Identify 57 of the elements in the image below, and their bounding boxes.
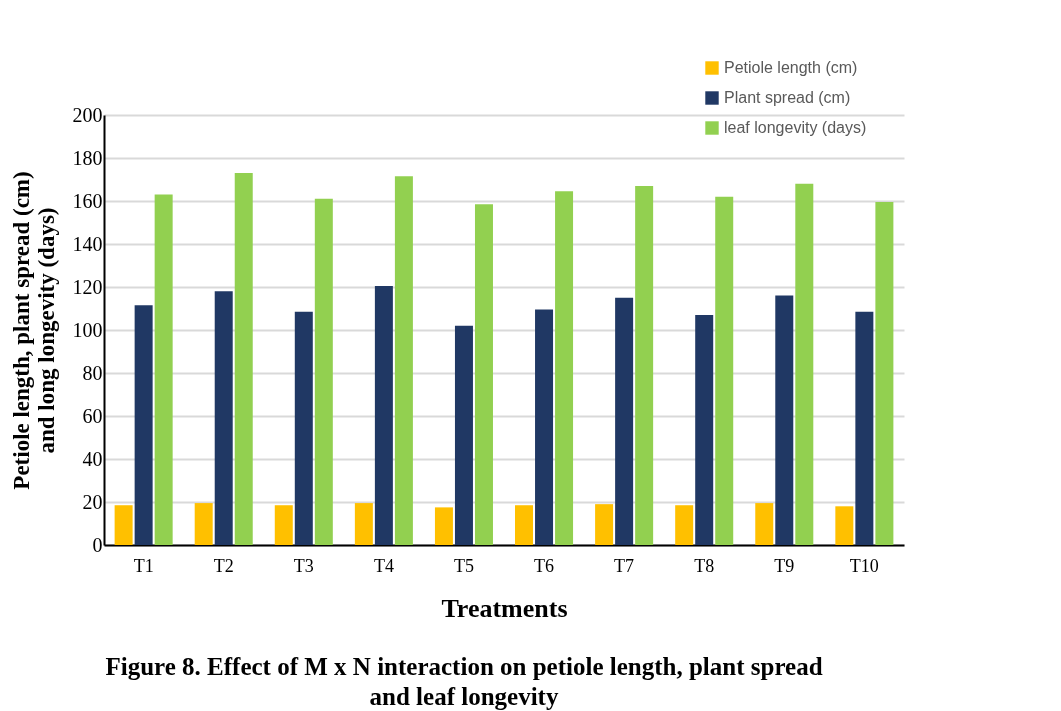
x-tick-label: T3 [293,555,314,576]
x-tick-label: T5 [453,555,474,576]
y-tick-label: 120 [72,275,103,298]
x-tick-label: T1 [133,555,154,576]
bar [615,297,634,545]
bar [515,505,534,545]
bar [595,504,614,545]
bar [314,198,333,545]
bar [795,183,814,545]
y-tick-label: 160 [72,189,103,212]
bar [775,295,794,545]
y-tick-label: 200 [72,103,103,126]
y-tick-label: 140 [72,232,103,255]
y-tick-label: 60 [82,404,103,427]
y-axis-title: Petiole length, plant spread (cm) and long longevity (days) [8,171,59,490]
bar [294,311,313,545]
x-tick-label: T10 [849,555,879,576]
legend-label: leaf longevity (days) [724,119,867,136]
x-tick-label: T2 [213,555,234,576]
legend-label: Petiole length (cm) [724,59,858,76]
bar [134,305,153,545]
x-tick-label: T4 [373,555,394,576]
bar [755,503,774,545]
y-tick-label: 20 [82,490,103,513]
y-tick-label: 180 [72,146,103,169]
bar [555,191,574,545]
bar [875,202,894,545]
bar [715,196,734,545]
legend-label: Plant spread (cm) [724,89,851,106]
bar [675,505,694,545]
bar [695,314,714,545]
bar [394,176,413,545]
bar [374,285,393,545]
bar [114,505,133,545]
bar [454,325,473,545]
x-tick-label: T7 [614,555,635,576]
bar [274,505,293,545]
bar [354,503,373,545]
x-axis-title: Treatments [441,593,568,623]
bar [474,204,493,545]
bar [434,507,453,545]
bar [855,311,874,545]
bar [635,185,654,545]
x-tick-label: T8 [694,555,715,576]
bar [234,173,253,545]
bar [194,503,213,545]
bar [535,309,554,545]
y-tick-label: 80 [82,361,103,384]
caption: Figure 8. Effect of M x N interaction on petiole length, plant spread and leaf longevity [105,653,823,710]
x-tick-label: T9 [774,555,795,576]
y-tick-label: 0 [92,533,103,556]
bar [214,291,233,545]
x-tick-label: T6 [534,555,555,576]
bar [154,194,173,545]
bar [835,506,854,545]
y-tick-label: 40 [82,447,103,470]
y-tick-label: 100 [72,318,103,341]
